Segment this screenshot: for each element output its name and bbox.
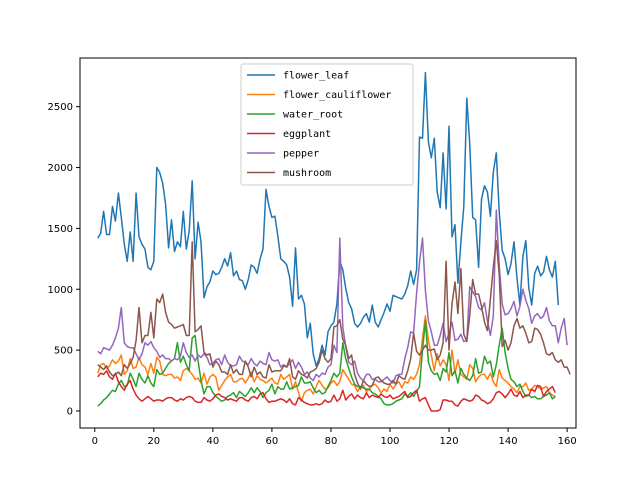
x-tick-label: 120 — [440, 436, 459, 447]
series-line-pepper — [97, 209, 568, 384]
x-tick-label: 40 — [206, 436, 219, 447]
legend-label-flower-leaf: flower_leaf — [283, 71, 349, 82]
x-tick-label: 80 — [325, 436, 338, 447]
legend-box — [240, 63, 414, 186]
y-tick-label: 2000 — [48, 163, 73, 174]
y-tick-label: 1500 — [48, 224, 73, 235]
series-line-mushroom — [97, 239, 571, 390]
y-tick-label: 0 — [67, 406, 73, 417]
legend-label-mushroom: mushroom — [283, 168, 331, 179]
x-tick-label: 100 — [380, 436, 399, 447]
series-line-eggplant — [97, 370, 556, 412]
x-tick-label: 160 — [558, 436, 577, 447]
x-tick-label: 140 — [499, 436, 518, 447]
legend-label-pepper: pepper — [283, 149, 319, 160]
legend-label-water-root: water_root — [283, 110, 343, 121]
x-tick-label: 0 — [92, 436, 98, 447]
x-tick-label: 60 — [266, 436, 279, 447]
legend-label-eggplant: eggplant — [283, 129, 331, 140]
series-line-flower-leaf — [97, 71, 560, 367]
y-tick-label: 2500 — [48, 102, 73, 113]
y-tick-label: 1000 — [48, 285, 73, 296]
x-tick-label: 20 — [147, 436, 160, 447]
legend-label-flower-cauliflower: flower_cauliflower — [283, 90, 391, 101]
x-axis: 0 20 40 60 80 100 120 140 160 — [92, 428, 577, 447]
y-axis: 0 500 1000 1500 2000 2500 — [48, 102, 80, 417]
y-tick-label: 500 — [54, 346, 73, 357]
axes-frame — [79, 57, 577, 429]
plot-area — [96, 71, 571, 412]
legend: flower_leaf flower_cauliflower water_roote… — [240, 63, 414, 186]
